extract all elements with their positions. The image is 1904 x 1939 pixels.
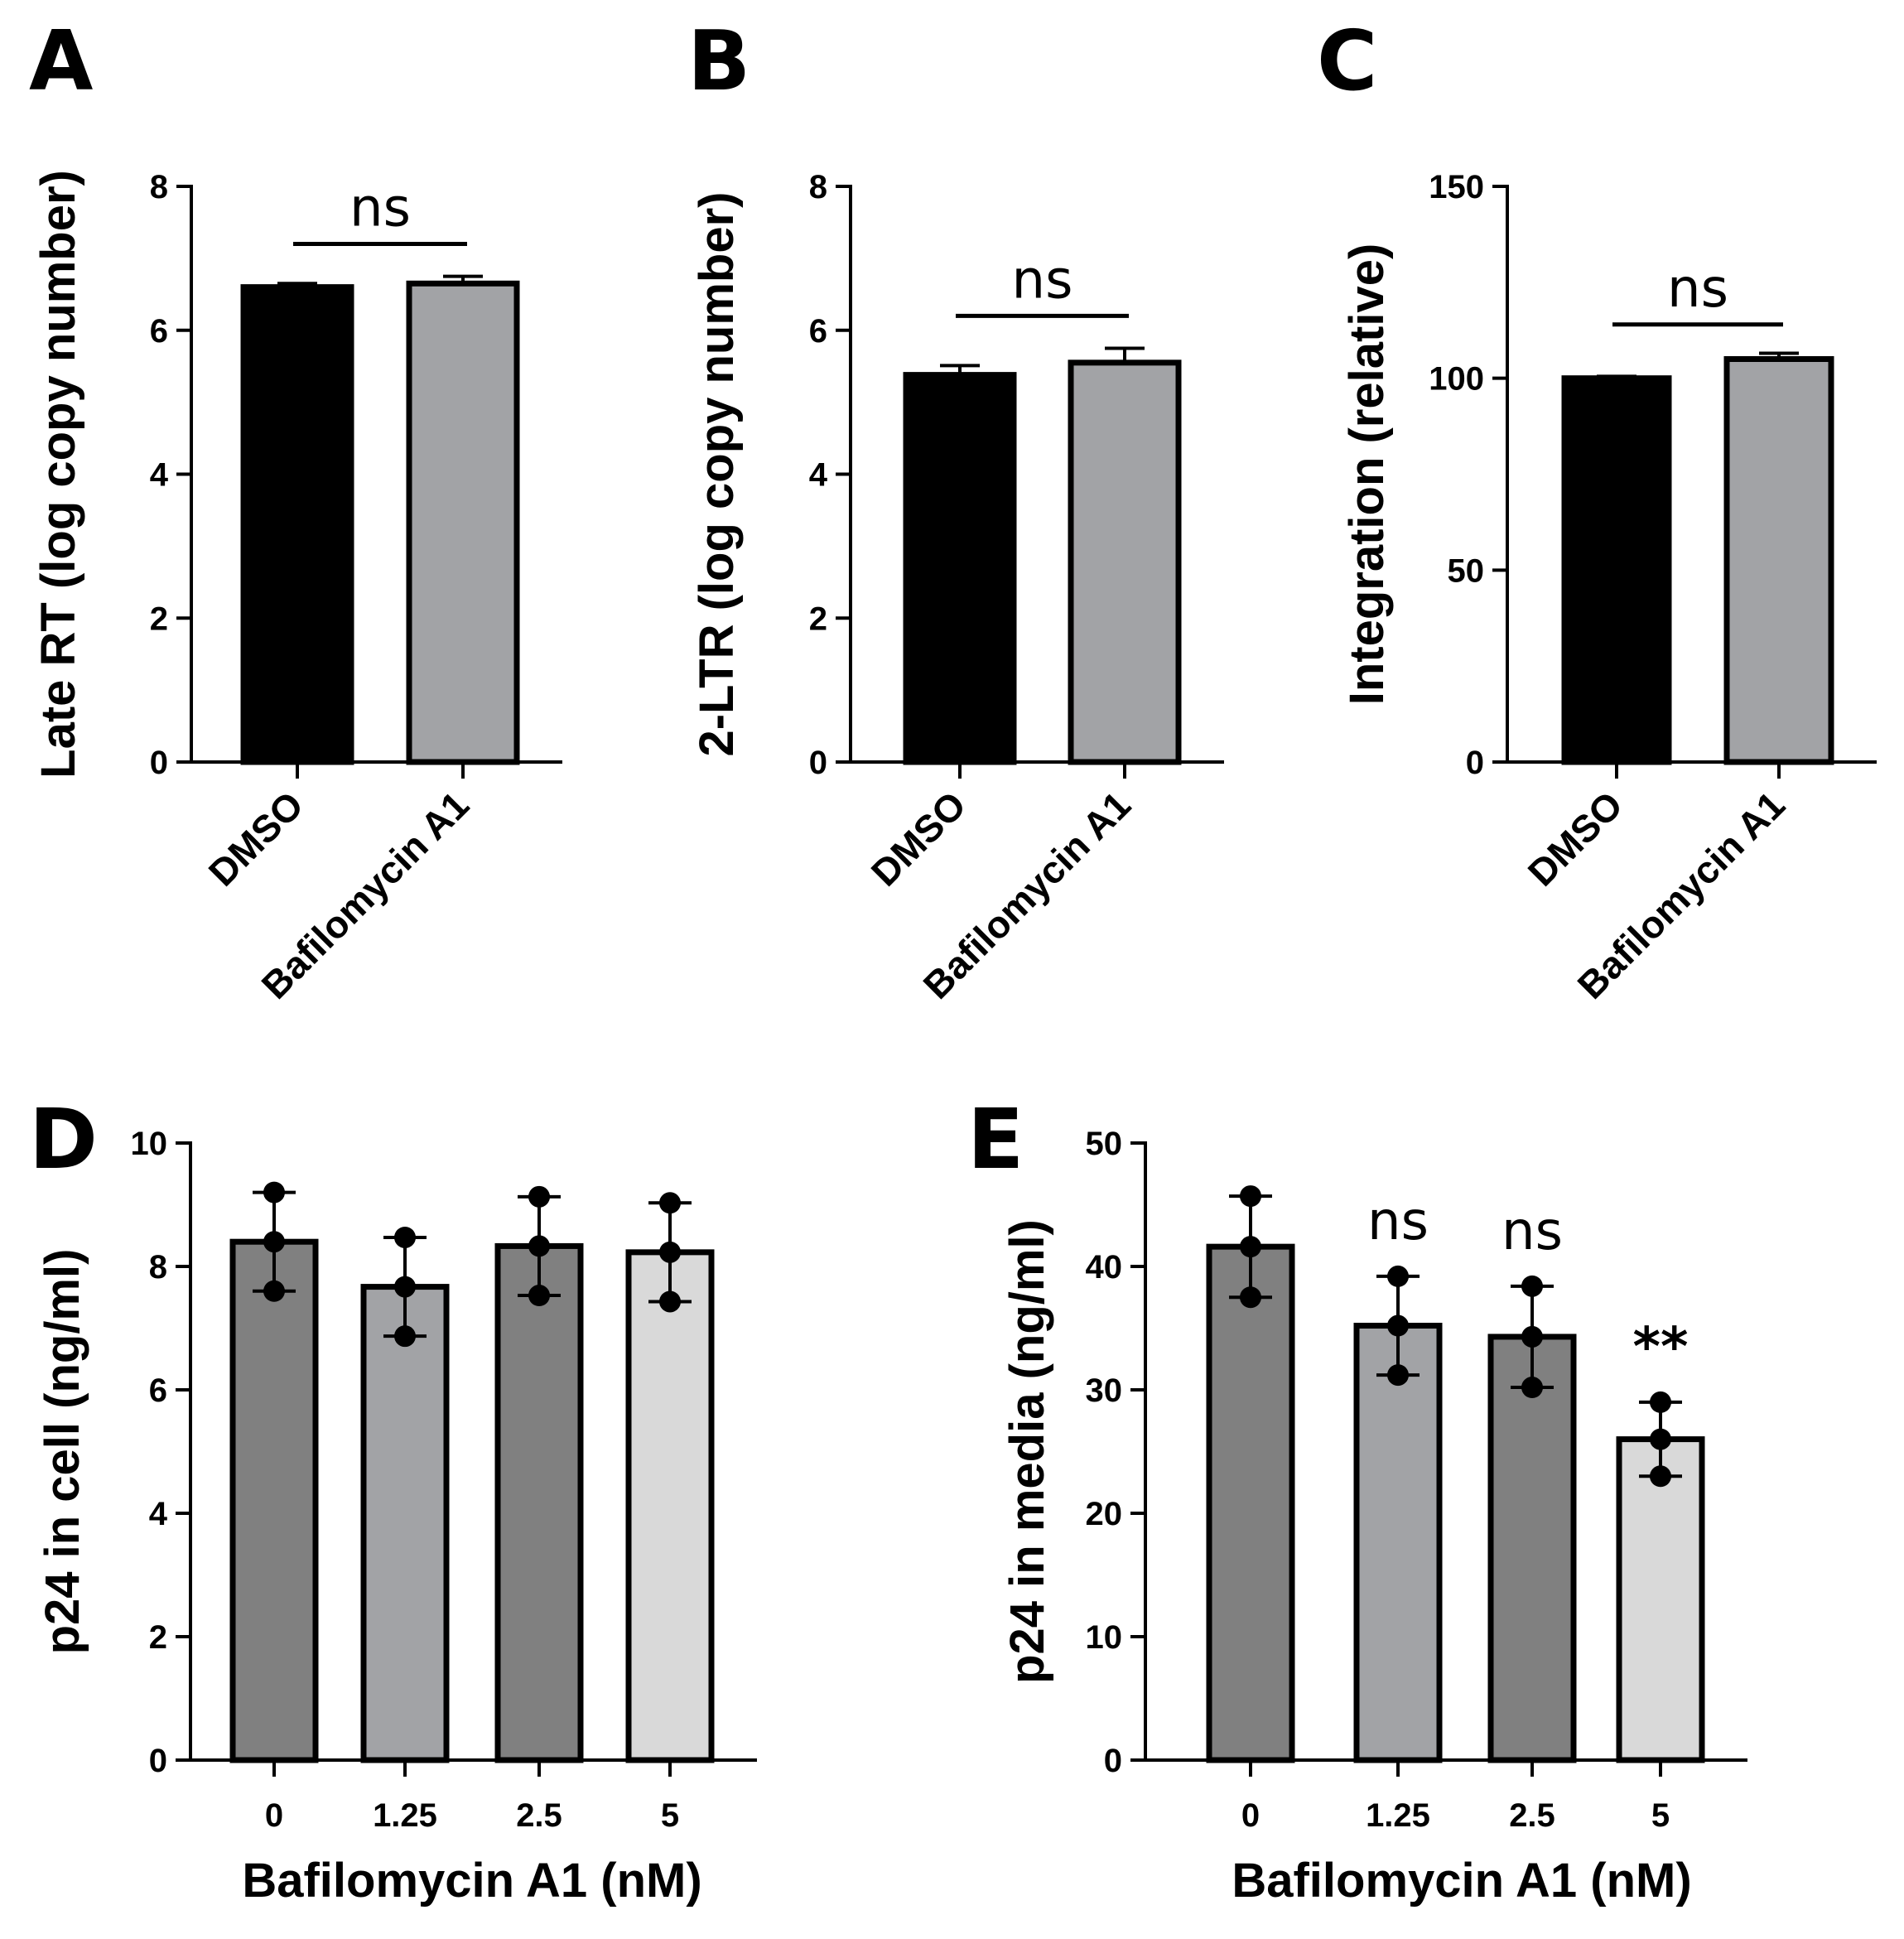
- data-point: [394, 1226, 416, 1248]
- bar-annotation: ns: [1502, 1201, 1563, 1262]
- y-tick-label: 4: [149, 1496, 168, 1532]
- y-tick-label: 50: [1086, 1126, 1123, 1162]
- y-axis-title: Integration (relative): [1340, 244, 1394, 706]
- bar-DMSO: [903, 372, 1017, 765]
- panel-letter: B: [687, 12, 750, 109]
- bar-1.25: [360, 1284, 450, 1763]
- significance-label: ns: [1012, 249, 1073, 311]
- y-tick-label: 6: [809, 313, 827, 350]
- data-point: [1650, 1428, 1671, 1450]
- y-tick-label: 6: [150, 313, 168, 350]
- panel-letter: E: [967, 1091, 1024, 1188]
- y-tick-label: 10: [1086, 1619, 1123, 1656]
- data-point: [1521, 1325, 1543, 1348]
- data-point: [394, 1276, 416, 1298]
- data-point: [1387, 1265, 1409, 1287]
- y-tick-label: 2: [149, 1619, 167, 1656]
- y-tick-label: 0: [1466, 745, 1484, 781]
- x-tick-label: 2.5: [516, 1797, 562, 1834]
- significance-label: ns: [1667, 258, 1728, 320]
- panel-letter: C: [1317, 12, 1377, 109]
- y-tick-label: 4: [150, 457, 169, 494]
- bar-Bafilomycin A1: [1723, 356, 1834, 765]
- panel-D: D 0 2 4 6 8 10 0 1.25 2.5 5 p24 in cell (ng/ml) Bafi…: [29, 1091, 757, 1908]
- y-tick-label: 8: [809, 169, 827, 205]
- y-tick-label: 2: [809, 601, 827, 637]
- data-point: [1650, 1465, 1671, 1488]
- panel-letter: D: [29, 1091, 98, 1188]
- bar-DMSO: [240, 284, 354, 765]
- data-point: [1521, 1377, 1543, 1399]
- x-axis-title: Bafilomycin A1 (nM): [242, 1854, 701, 1908]
- data-point: [1240, 1236, 1261, 1258]
- y-tick-label: 40: [1086, 1249, 1123, 1285]
- data-point: [1240, 1286, 1261, 1309]
- y-tick-label: 100: [1429, 361, 1484, 398]
- x-tick-label: 5: [1651, 1797, 1670, 1834]
- x-tick-label: 1.25: [373, 1797, 437, 1834]
- y-tick-label: 150: [1429, 169, 1484, 205]
- data-point: [263, 1231, 285, 1253]
- x-tick-label: 0: [265, 1797, 283, 1834]
- panel-E: E 0 10 20 30 40 50 0 1.25 2.5 5 p24 in media (ng/ml…: [967, 1091, 1747, 1908]
- x-tick-label: 1.25: [1366, 1797, 1430, 1834]
- bar-DMSO: [1561, 375, 1672, 765]
- bar-Bafilomycin A1: [1068, 359, 1182, 765]
- panel-letter: A: [29, 12, 93, 109]
- bar-0: [1206, 1243, 1295, 1763]
- bar-5: [1616, 1436, 1705, 1763]
- bar-2.5: [494, 1242, 584, 1763]
- y-tick-label: 10: [131, 1126, 168, 1162]
- y-axis-title: Late RT (log copy number): [31, 170, 85, 779]
- y-tick-label: 0: [150, 745, 168, 781]
- bar-2.5: [1487, 1334, 1577, 1763]
- data-point: [1240, 1185, 1261, 1208]
- bar-0: [229, 1238, 319, 1763]
- data-point: [263, 1181, 285, 1203]
- data-point: [528, 1285, 550, 1307]
- y-tick-label: 20: [1086, 1496, 1123, 1532]
- y-tick-label: 50: [1448, 552, 1485, 589]
- y-tick-label: 0: [149, 1743, 167, 1779]
- data-point: [528, 1185, 550, 1208]
- y-tick-label: 8: [149, 1249, 167, 1285]
- y-tick-label: 0: [809, 745, 827, 781]
- x-tick-label: 5: [661, 1797, 679, 1834]
- x-tick-label: 0: [1241, 1797, 1260, 1834]
- data-point: [263, 1280, 285, 1302]
- y-tick-label: 4: [809, 457, 828, 494]
- y-tick-label: 2: [150, 601, 168, 637]
- bar-annotation: ns: [1367, 1191, 1429, 1252]
- data-point: [659, 1192, 681, 1214]
- y-axis-title: 2-LTR (log copy number): [690, 191, 744, 756]
- x-axis-title: Bafilomycin A1 (nM): [1232, 1854, 1691, 1908]
- y-axis-title: p24 in cell (ng/ml): [36, 1249, 89, 1655]
- bar-1.25: [1353, 1323, 1443, 1763]
- bar-Bafilomycin A1: [406, 280, 520, 765]
- data-point: [659, 1241, 681, 1263]
- y-tick-label: 0: [1104, 1743, 1122, 1779]
- y-tick-label: 8: [150, 169, 168, 205]
- data-point: [1387, 1364, 1409, 1387]
- data-point: [394, 1325, 416, 1348]
- y-axis-title: p24 in media (ng/ml): [1000, 1219, 1054, 1684]
- x-tick-label: 2.5: [1509, 1797, 1555, 1834]
- y-tick-label: 30: [1086, 1372, 1123, 1409]
- data-point: [1650, 1391, 1671, 1413]
- data-point: [528, 1235, 550, 1257]
- y-tick-label: 6: [149, 1372, 167, 1409]
- data-point: [1387, 1314, 1409, 1337]
- data-point: [659, 1290, 681, 1313]
- bar-annotation: **: [1633, 1317, 1689, 1378]
- data-point: [1521, 1275, 1543, 1297]
- significance-label: ns: [349, 178, 411, 239]
- bar-5: [625, 1249, 715, 1763]
